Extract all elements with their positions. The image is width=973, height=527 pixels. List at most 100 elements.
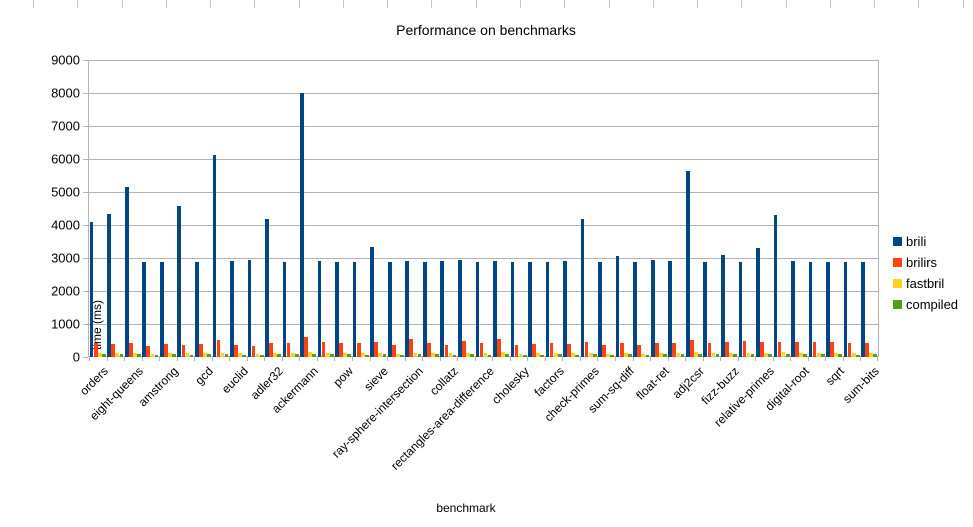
bar-group <box>562 261 580 357</box>
bar-compiled-adj2csr <box>698 354 702 357</box>
y-axis-tick <box>83 291 88 292</box>
y-axis-tick <box>83 357 88 358</box>
bar-brilirs-gcd <box>199 344 203 357</box>
bar-compiled-cholesky <box>522 354 527 357</box>
bar-brilirs-sum-sq-diff <box>619 343 624 357</box>
bar-brilirs-factors <box>549 343 554 357</box>
legend-item-fastbril: fastbril <box>893 276 958 291</box>
bar-group <box>492 261 510 357</box>
bar-compiled-amstrong <box>172 354 176 357</box>
bar-fastbril <box>711 353 716 357</box>
ruler-tick <box>33 0 34 8</box>
bar-brilirs <box>286 343 291 357</box>
bar-brilirs-sum-bits <box>865 343 870 357</box>
bar-compiled-collatz <box>452 354 457 357</box>
bar-brili-check-primes <box>580 219 585 357</box>
bar-fastbril-ray-sphere-intersection <box>413 352 418 357</box>
legend-item-brilirs: brilirs <box>893 255 958 270</box>
bar-group <box>124 187 142 357</box>
ruler-tick <box>298 0 300 8</box>
bar-fastbril-sieve <box>378 352 383 357</box>
bar-compiled-digital-root <box>803 354 808 357</box>
bar-brili-rectangles-area-difference <box>475 261 480 357</box>
bar-fastbril <box>255 353 260 357</box>
bar-fastbril-eight-queens <box>133 352 137 357</box>
bar-fastbril-digital-root <box>799 352 803 357</box>
bar-compiled-orders <box>102 354 106 357</box>
bar-compiled <box>189 354 194 357</box>
ruler-tick <box>342 0 344 8</box>
x-axis-category-label: euclid <box>218 364 251 397</box>
bar-compiled <box>365 354 369 357</box>
ruler-tick <box>741 0 743 8</box>
bar-group <box>755 247 773 357</box>
bar-fastbril <box>571 353 576 357</box>
bar-brilirs <box>567 343 571 357</box>
bar-brili <box>668 261 673 357</box>
bar-fastbril <box>150 353 155 357</box>
bar-brilirs <box>216 340 221 357</box>
bar-fastbril-check-primes <box>588 352 593 357</box>
y-axis-tick-label: 2000 <box>51 283 80 299</box>
bar-fastbril <box>606 353 611 357</box>
bar-brilirs-float-ret <box>654 342 659 357</box>
x-axis-tick <box>702 357 704 361</box>
y-axis-tick <box>83 159 88 160</box>
bar-fastbril-orders <box>97 353 102 357</box>
y-axis-tick-label: 5000 <box>51 184 80 200</box>
bar-brili-adj2csr <box>685 170 690 357</box>
gridline <box>89 225 878 226</box>
bar-compiled-float-ret <box>663 354 667 357</box>
bar-brili <box>177 206 182 357</box>
gridline <box>89 60 878 61</box>
bar-brilirs <box>181 344 186 357</box>
y-axis-tick <box>83 60 88 61</box>
bar-brilirs-adj2csr <box>690 340 694 357</box>
bar-brilirs-rectangles-area-difference <box>479 343 484 357</box>
x-axis-tick <box>124 357 126 361</box>
ruler-tick <box>254 0 256 8</box>
bar-fastbril-relative-primes <box>764 353 768 357</box>
bar-brilirs <box>391 344 396 357</box>
ruler-tick <box>77 0 79 8</box>
bar-brili-relative-primes <box>756 247 760 357</box>
bar-compiled-sum-bits <box>873 354 878 357</box>
bar-group <box>703 261 721 357</box>
bar-brilirs-cholesky <box>514 344 519 357</box>
ruler-tick <box>165 0 167 8</box>
x-axis-tick <box>562 357 564 361</box>
y-axis-tick-label: 9000 <box>51 52 80 68</box>
bar-fastbril-sqrt <box>834 352 839 357</box>
bar-group <box>457 260 475 357</box>
y-axis-tick <box>83 126 88 127</box>
bar-group <box>510 261 528 357</box>
x-axis-tick <box>755 357 757 361</box>
gridline <box>89 258 878 259</box>
bar-compiled-euclid <box>242 354 246 357</box>
bar-brili-cholesky <box>510 261 515 357</box>
bar-brili-euclid <box>230 261 234 357</box>
bar-brili-collatz <box>440 261 445 357</box>
bar-brilirs-adler32 <box>269 342 273 357</box>
ruler-tick <box>519 0 521 8</box>
bar-brilirs-relative-primes <box>760 342 764 357</box>
bar-fastbril <box>185 353 190 357</box>
x-axis-tick <box>194 357 196 361</box>
ruler-tick <box>829 0 831 8</box>
bar-brilirs-check-primes <box>584 342 589 357</box>
bar-group <box>475 261 493 357</box>
bar-brili <box>843 261 848 357</box>
bar-fastbril-rectangles-area-difference <box>483 353 488 357</box>
bar-brilirs <box>742 341 747 357</box>
y-axis-tick <box>83 324 88 325</box>
bar-brili <box>598 261 602 357</box>
x-axis-line <box>89 356 878 357</box>
bar-compiled-adler32 <box>277 354 282 357</box>
legend-label-fastbril: fastbril <box>906 276 945 291</box>
x-axis-tick <box>527 357 529 361</box>
bar-group <box>334 261 352 357</box>
x-axis-tick <box>685 357 687 361</box>
x-axis-tick <box>474 357 476 361</box>
y-axis-tick-label: 3000 <box>51 250 80 266</box>
x-axis-category-label: sqrt <box>823 364 848 389</box>
